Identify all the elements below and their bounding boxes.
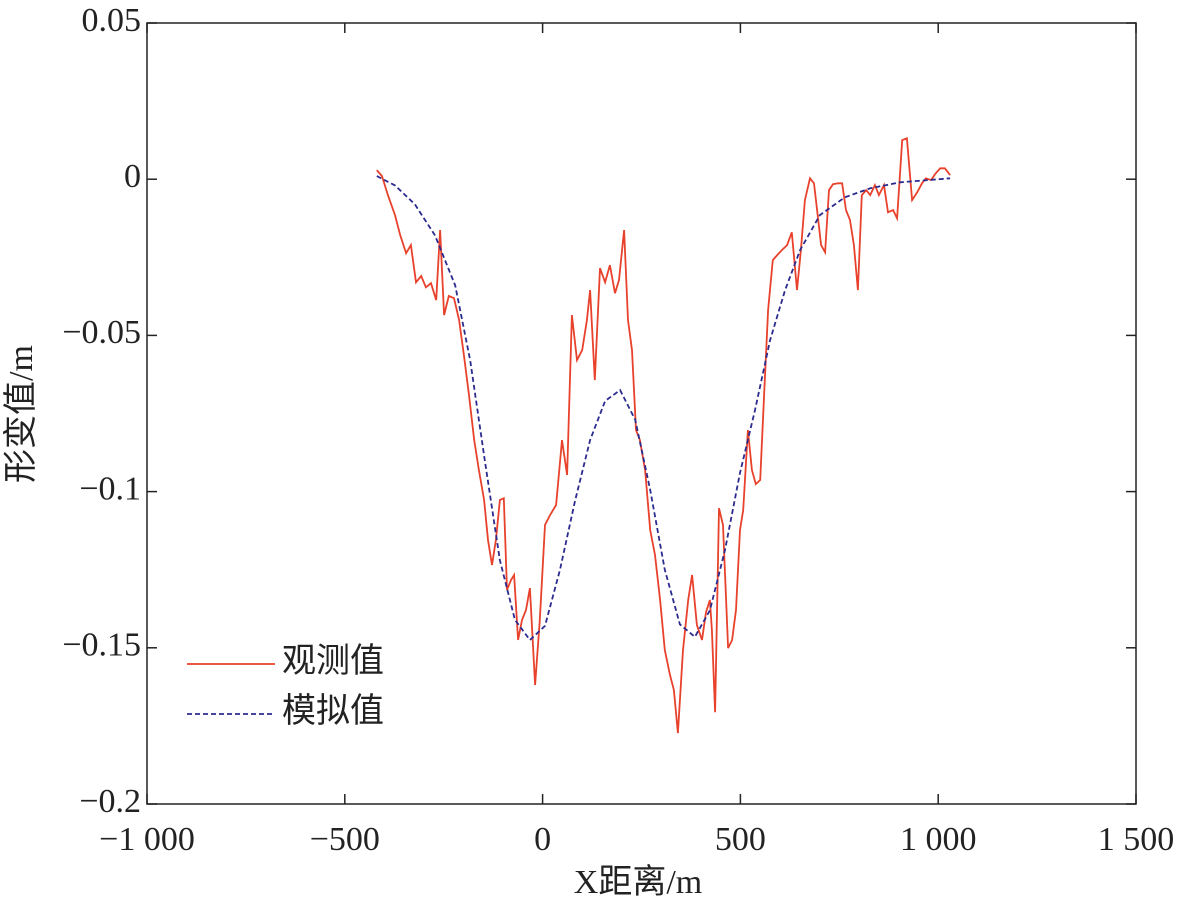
y-tick-label: −0.2 bbox=[79, 783, 141, 820]
y-tick-label: 0 bbox=[124, 158, 141, 195]
x-tick-label: 1 500 bbox=[1098, 821, 1175, 858]
plot-frame bbox=[146, 22, 1137, 805]
y-tick-label: −0.15 bbox=[62, 627, 141, 664]
legend-label: 观测值 bbox=[282, 642, 384, 680]
y-tick-label: −0.05 bbox=[62, 314, 141, 351]
x-tick-label: 0 bbox=[534, 821, 551, 858]
x-tick-label: −1 000 bbox=[99, 821, 195, 858]
y-tick-label: −0.1 bbox=[79, 470, 141, 507]
legend-label: 模拟值 bbox=[282, 692, 384, 730]
x-axis-label: X距离/m bbox=[574, 863, 702, 901]
y-axis-label: 形变值/m bbox=[2, 345, 40, 483]
y-tick-label: 0.05 bbox=[82, 2, 142, 39]
series-line bbox=[376, 175, 951, 642]
series-line bbox=[376, 137, 951, 734]
x-tick-label: 1 000 bbox=[900, 821, 977, 858]
x-tick-label: −500 bbox=[310, 821, 380, 858]
x-tick-label: 500 bbox=[715, 821, 766, 858]
